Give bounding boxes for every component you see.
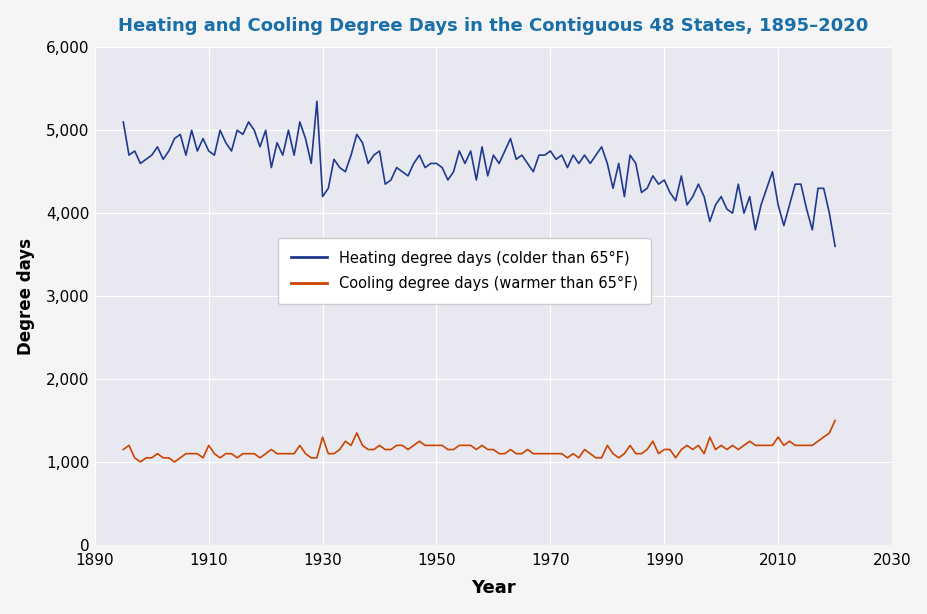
Title: Heating and Cooling Degree Days in the Contiguous 48 States, 1895–2020: Heating and Cooling Degree Days in the C… [118, 17, 868, 34]
Legend: Heating degree days (colder than 65°F), Cooling degree days (warmer than 65°F): Heating degree days (colder than 65°F), … [277, 238, 650, 305]
X-axis label: Year: Year [471, 580, 515, 597]
Y-axis label: Degree days: Degree days [17, 238, 34, 355]
